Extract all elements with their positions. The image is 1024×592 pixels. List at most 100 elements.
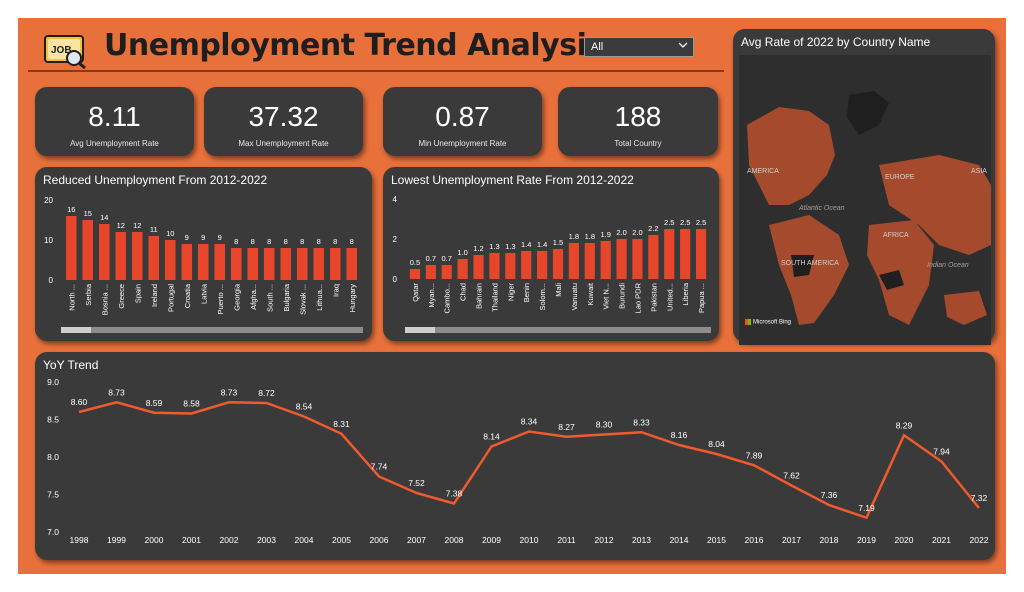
x-tick-label: 2021 — [932, 535, 951, 545]
scrollbar-thumb[interactable] — [405, 327, 435, 333]
y-tick-label: 20 — [44, 196, 53, 205]
map-credit-text: Microsoft Bing — [753, 319, 792, 326]
country-filter-dropdown[interactable]: All — [584, 37, 694, 57]
bar-data-label: 1.8 — [585, 232, 595, 241]
bar-data-label: 8 — [267, 237, 271, 246]
x-tick-label: Iraq — [331, 284, 340, 297]
bar-data-label: 2.5 — [680, 218, 690, 227]
bar-data-label: 14 — [100, 213, 108, 222]
horizontal-scrollbar[interactable] — [405, 327, 711, 333]
point-data-label: 8.33 — [633, 417, 650, 427]
chevron-down-icon — [677, 39, 689, 54]
bar-data-label: 1.4 — [537, 240, 547, 249]
filter-selected-value: All — [591, 41, 604, 53]
x-tick-label: Georgia — [232, 283, 241, 311]
kpi-label: Min Unemployment Rate — [418, 139, 507, 148]
x-tick-label: Burundi — [618, 283, 627, 309]
y-tick-label: 9.0 — [47, 377, 59, 387]
y-tick-label: 10 — [44, 236, 53, 245]
x-tick-label: Viet N... — [602, 283, 611, 310]
x-tick-label: 2001 — [182, 535, 201, 545]
bar — [82, 220, 94, 280]
bar — [584, 243, 595, 279]
bar-data-label: 15 — [84, 209, 92, 218]
bar — [632, 239, 643, 279]
chart-title: YoY Trend — [43, 358, 99, 372]
y-tick-label: 0 — [393, 275, 398, 284]
x-tick-label: Latvia — [199, 283, 208, 304]
map-label: AMERICA — [747, 168, 779, 175]
microsoft-logo-icon — [745, 319, 751, 325]
point-data-label: 8.59 — [146, 398, 163, 408]
bar-data-label: 8 — [284, 237, 288, 246]
bar — [263, 248, 275, 280]
map-credit: Microsoft Bing — [745, 319, 791, 326]
bar — [441, 265, 452, 279]
bar — [346, 248, 358, 280]
x-tick-label: Lithua... — [315, 284, 324, 311]
x-tick-label: Cambo... — [443, 283, 452, 313]
bar-data-label: 16 — [67, 205, 75, 214]
bar — [197, 244, 209, 280]
x-tick-label: 2017 — [782, 535, 801, 545]
x-tick-label: Lao PDR — [633, 282, 642, 313]
x-tick-label: 2010 — [520, 535, 539, 545]
x-tick-label: Solom... — [538, 283, 547, 311]
bar — [98, 224, 110, 280]
x-tick-label: 2018 — [820, 535, 839, 545]
point-data-label: 7.62 — [783, 471, 800, 481]
x-tick-label: United... — [665, 283, 674, 311]
x-tick-label: 2002 — [220, 535, 239, 545]
bar-data-label: 2.5 — [696, 218, 706, 227]
bar — [616, 239, 627, 279]
horizontal-scrollbar[interactable] — [61, 327, 363, 333]
bar-data-label: 1.0 — [457, 248, 467, 257]
x-tick-label: Thailand — [490, 283, 499, 312]
kpi-card-avg: 8.11 Avg Unemployment Rate — [35, 87, 194, 156]
reduced-unemployment-chart: 0 10 20 16 North ... 15 Serbia 14 Bosnia ... 12 Gr… — [44, 196, 358, 315]
x-tick-label: 2013 — [632, 535, 651, 545]
x-tick-label: 2000 — [145, 535, 164, 545]
bar — [568, 243, 579, 279]
x-tick-label: 2006 — [370, 535, 389, 545]
x-tick-label: 2011 — [557, 535, 576, 545]
point-data-label: 7.74 — [371, 462, 388, 472]
point-data-label: 7.32 — [971, 493, 988, 503]
x-tick-label: North ... — [67, 284, 76, 311]
bar-data-label: 8 — [234, 237, 238, 246]
bar — [473, 255, 484, 279]
bar-data-label: 9 — [218, 233, 222, 242]
bar — [164, 240, 176, 280]
map-panel: Avg Rate of 2022 by Country Name AMERICA… — [733, 29, 995, 345]
y-tick-label: 8.5 — [47, 415, 59, 425]
bar-data-label: 0.7 — [426, 254, 436, 263]
x-tick-label: Benin — [522, 283, 531, 302]
bar — [313, 248, 325, 280]
bar-data-label: 12 — [117, 221, 125, 230]
bar-data-label: 1.4 — [521, 240, 531, 249]
point-data-label: 7.52 — [408, 478, 425, 488]
x-tick-label: 2020 — [895, 535, 914, 545]
bar — [489, 253, 500, 279]
chart-title: Lowest Unemployment Rate From 2012-2022 — [391, 173, 634, 187]
kpi-label: Max Unemployment Rate — [238, 139, 329, 148]
kpi-value: 37.32 — [248, 101, 319, 132]
bar — [148, 236, 160, 280]
map-label: SOUTH AMERICA — [781, 260, 839, 267]
scrollbar-thumb[interactable] — [61, 327, 91, 333]
reduced-unemployment-panel: Reduced Unemployment From 2012-2022 0 10 2… — [35, 167, 372, 341]
point-data-label: 7.38 — [446, 489, 463, 499]
bar — [425, 265, 436, 279]
y-tick-label: 2 — [393, 235, 398, 244]
x-tick-label: Slovak ... — [298, 284, 307, 315]
kpi-card-min: 0.87 Min Unemployment Rate — [383, 87, 542, 156]
bar-data-label: 2.5 — [664, 218, 674, 227]
bar-data-label: 8 — [350, 237, 354, 246]
bar-data-label: 1.5 — [553, 238, 563, 247]
world-map[interactable]: AMERICA EUROPE ASIA Atlantic Ocean AFRIC… — [739, 55, 991, 345]
map-label: EUROPE — [885, 174, 915, 181]
point-data-label: 7.94 — [933, 447, 950, 457]
bar-data-label: 8 — [300, 237, 304, 246]
x-tick-label: Croatia — [183, 283, 192, 308]
bar-data-label: 1.3 — [489, 242, 499, 251]
